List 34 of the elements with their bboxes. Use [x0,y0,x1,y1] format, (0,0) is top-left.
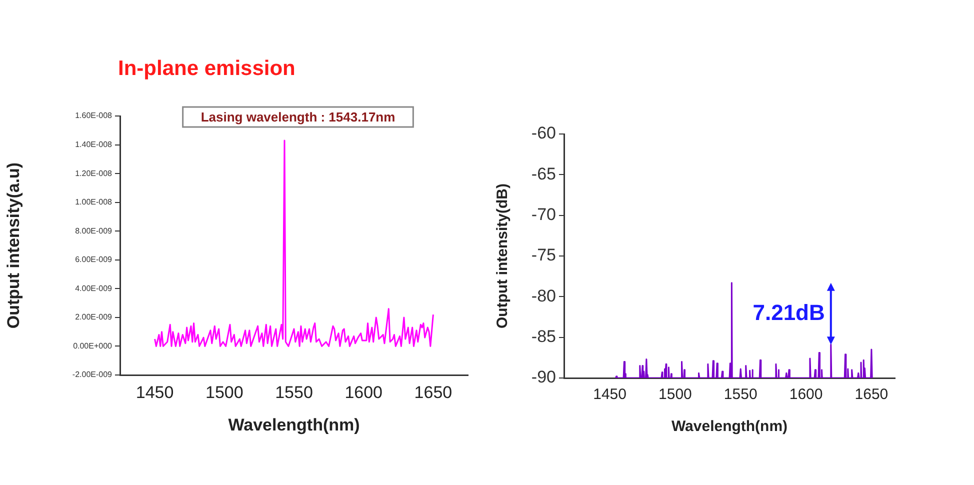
y-tick-label: 1.00E-008 [75,198,113,207]
y-tick-label: 4.00E-009 [75,284,113,293]
y-tick-label: 1.40E-008 [75,140,113,149]
x-tick-label: 1500 [658,386,692,404]
y-tick-label: -65 [531,164,556,184]
x-tick-label: 1450 [593,386,626,404]
x-tick-label: 1550 [275,382,313,402]
y-tick-label: -60 [531,124,556,143]
x-axis-title: Wavelength(nm) [671,418,788,436]
x-tick-label: 1450 [136,382,174,402]
x-tick-label: 1600 [344,382,383,402]
y-tick-label: -85 [531,327,556,346]
annotation: Lasing wavelength : 1543.17nm [200,110,396,125]
annotation: 7.21dB [752,300,825,325]
x-tick-label: 1650 [414,382,452,402]
x-tick-label: 1650 [854,386,888,404]
y-tick-label: 0.00E+000 [73,341,113,350]
y-tick-label: -80 [531,286,556,306]
y-tick-label: -75 [531,246,556,265]
x-axis-title: Wavelength(nm) [228,415,360,434]
y-tick-label: 1.60E-008 [75,111,113,120]
y-tick-label: 2.00E-009 [75,312,113,322]
y-axis-title: Output intensity(a.u) [4,162,23,329]
y-tick-label: -90 [531,368,556,387]
x-tick-label: 1550 [724,386,758,404]
y-axis-title: Output intensity(dB) [494,184,512,328]
x-tick-label: 1600 [789,386,823,404]
x-tick-label: 1500 [205,382,244,402]
y-tick-label: -70 [531,205,556,224]
y-tick-label: 8.00E-009 [75,226,113,236]
y-tick-label: 1.20E-008 [75,168,113,178]
y-tick-label: -2.00E-009 [72,370,113,380]
y-tick-label: 6.00E-009 [75,255,113,264]
chart-title: In-plane emission [118,56,296,80]
